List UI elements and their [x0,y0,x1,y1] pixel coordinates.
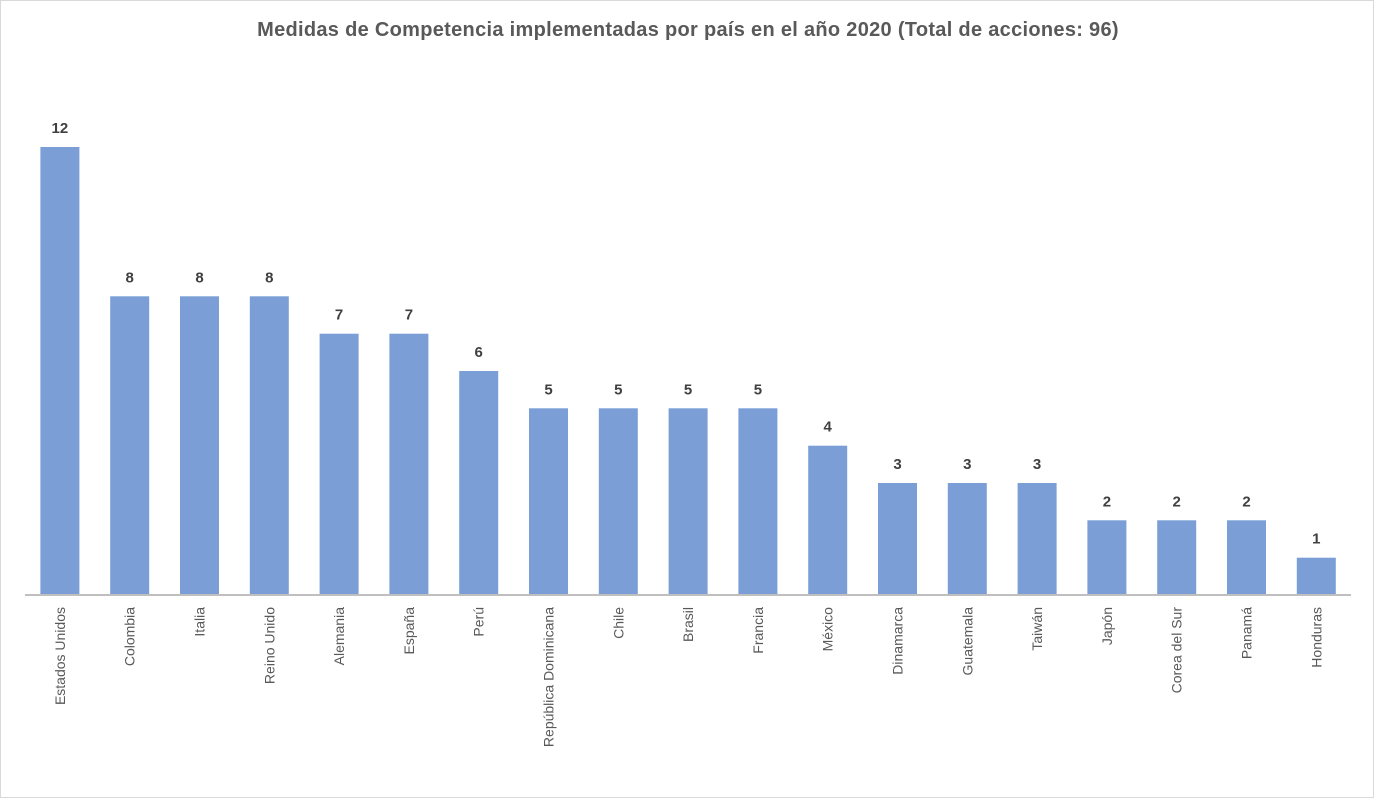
category-label-15: Japón [1099,607,1115,645]
category-label-2: Italia [192,607,208,637]
category-label-18: Honduras [1308,607,1324,668]
value-label-18: 1 [1312,531,1320,548]
category-label-10: Francia [750,607,766,654]
category-label-0: Estados Unidos [52,607,68,705]
value-label-4: 7 [335,307,343,324]
bar-2 [180,296,219,595]
value-label-0: 12 [52,120,69,137]
category-label-7: República Dominicana [541,607,557,747]
value-label-16: 2 [1173,493,1181,510]
value-labels-group: 12 8 8 8 7 7 6 5 5 5 5 4 3 3 3 2 2 2 1 [52,120,1321,548]
category-label-4: Alemania [331,607,347,666]
bar-6 [459,371,499,595]
category-label-6: Perú [471,607,487,637]
value-label-6: 6 [475,344,483,361]
value-label-12: 3 [893,456,901,473]
bar-0 [40,147,80,595]
category-label-8: Chile [610,607,626,639]
bar-1 [110,296,150,595]
bar-17 [1227,520,1266,595]
value-label-13: 3 [963,456,971,473]
value-label-2: 8 [195,269,203,286]
bar-13 [947,483,987,595]
value-label-9: 5 [684,381,692,398]
value-label-7: 5 [544,381,552,398]
category-label-17: Panamá [1239,607,1255,659]
value-label-17: 2 [1242,493,1250,510]
category-label-11: México [820,607,836,652]
chart-title: Medidas de Competencia implementadas por… [257,19,1119,41]
category-label-16: Corea del Sur [1169,607,1185,694]
bar-14 [1017,483,1057,595]
bar-12 [878,483,917,595]
value-label-15: 2 [1103,493,1111,510]
bar-9 [668,408,708,595]
category-label-9: Brasil [680,607,696,642]
bar-18 [1296,557,1336,595]
value-label-14: 3 [1033,456,1041,473]
value-label-5: 7 [405,307,413,324]
category-label-3: Reino Unido [261,607,277,684]
bar-16 [1157,520,1197,595]
category-label-12: Dinamarca [890,607,906,675]
category-label-14: Taiwán [1029,607,1045,651]
value-label-1: 8 [126,269,134,286]
category-label-5: España [401,607,417,655]
bar-15 [1087,520,1127,595]
value-label-8: 5 [614,381,622,398]
bar-7 [529,408,568,595]
bar-10 [738,408,778,595]
category-labels-group: Estados Unidos Colombia Italia Reino Unido A… [52,607,1324,747]
category-label-1: Colombia [122,607,138,666]
value-label-3: 8 [265,269,273,286]
value-label-10: 5 [754,381,762,398]
bars-group [40,147,1336,595]
bar-11 [808,445,848,595]
value-label-11: 4 [824,419,833,436]
bar-3 [249,296,289,595]
bar-8 [598,408,638,595]
category-label-13: Guatemala [959,607,975,676]
bar-5 [389,333,429,595]
bar-4 [319,333,359,595]
